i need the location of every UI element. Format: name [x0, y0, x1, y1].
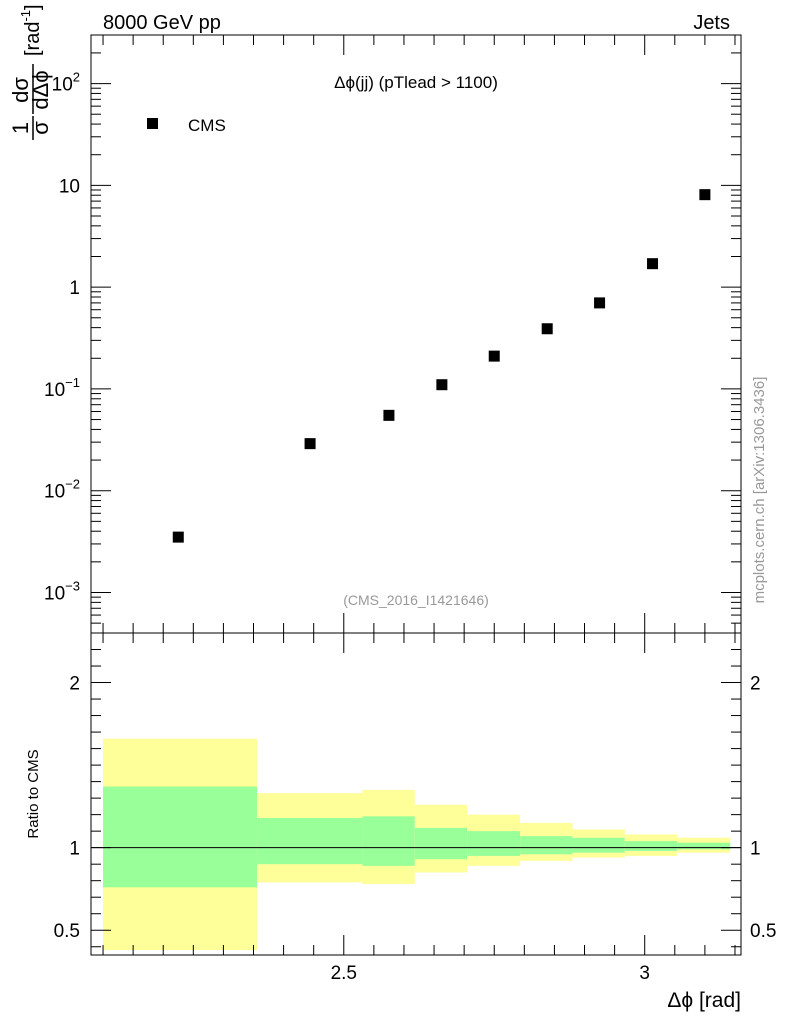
ylabel-fraction-dphi: dΔϕ — [28, 70, 53, 109]
data-point — [699, 189, 711, 201]
analysis-annotation: (CMS_2016_I1421646) — [343, 592, 489, 608]
header-right-label: Jets — [693, 12, 730, 34]
main-y-tick-labels: 10−3 10−2 10−1 1 10 102 — [44, 70, 80, 605]
inner-uncertainty-band — [677, 842, 731, 850]
legend-marker-cms — [147, 118, 158, 129]
inner-uncertainty-band — [362, 816, 415, 866]
main-y-axis-label: 1 σ dσ dΔϕ [rad-1] — [8, 4, 53, 140]
inner-uncertainty-band — [624, 841, 678, 851]
data-point — [488, 350, 500, 362]
ratio-y-axis-label: Ratio to CMS — [25, 749, 42, 838]
ratio-x-ticks — [102, 633, 736, 955]
x-tick-label: 2.5 — [331, 963, 357, 984]
ratio-y-ticks — [91, 632, 741, 948]
ratio-y-tick-label: 0.5 — [54, 921, 80, 942]
ratio-y-tick-label-right: 1 — [750, 839, 761, 860]
data-point — [436, 379, 448, 391]
ylabel-unit: [rad-1] — [18, 4, 44, 56]
legend-label-cms: CMS — [188, 116, 226, 135]
ratio-y-tick-label: 1 — [69, 839, 80, 860]
main-y-tick-label: 10−1 — [44, 375, 80, 401]
data-point — [304, 438, 316, 450]
ylabel-fraction-sigma: σ — [28, 121, 53, 135]
ratio-y-tick-label: 2 — [69, 674, 80, 695]
legend: CMS — [147, 116, 226, 135]
ratio-y-tick-label-right: 0.5 — [750, 921, 776, 942]
data-point — [172, 531, 184, 543]
x-axis-label: Δϕ [rad] — [667, 989, 741, 1012]
header-left-label: 8000 GeV pp — [103, 12, 221, 34]
main-y-tick-label: 102 — [52, 70, 80, 96]
ylabel-fraction-one: 1 — [8, 122, 33, 134]
ratio-x-tick-labels: 2.5 3 — [331, 963, 650, 984]
main-y-ticks — [91, 34, 741, 634]
ratio-panel-frame — [90, 632, 742, 956]
inner-uncertainty-band — [414, 827, 468, 860]
ratio-y-tick-label-right: 2 — [750, 674, 761, 695]
inner-uncertainty-band — [572, 837, 625, 853]
x-tick-label: 3 — [639, 963, 650, 984]
ratio-uncertainty-bands — [103, 738, 731, 951]
inner-uncertainty-band — [103, 786, 258, 888]
ratio-panel: 0.5 0.51 12 2 2.5 3 Ratio to CMS Δϕ [rad] — [25, 632, 777, 1012]
ratio-y-tick-labels: 0.5 0.5 1 1 2 2 — [54, 674, 777, 943]
main-y-tick-label: 10−3 — [44, 578, 80, 604]
main-y-tick-label: 1 — [69, 278, 80, 299]
inner-uncertainty-band — [467, 831, 521, 856]
ylabel-fraction-dsigma: dσ — [8, 77, 33, 103]
inner-uncertainty-band — [520, 836, 573, 855]
main-panel: 10−3 10−2 10−1 1 10 102 Δϕ(jj) (pTlead > 1100… — [8, 4, 742, 634]
cms-data-points — [172, 189, 711, 543]
data-point — [541, 323, 553, 335]
inner-uncertainty-band — [257, 817, 363, 865]
main-x-ticks — [102, 35, 736, 633]
main-y-tick-label: 10−2 — [44, 477, 80, 503]
data-point — [594, 297, 606, 309]
data-point — [647, 258, 659, 270]
side-credit-label: mcplots.cern.ch [arXiv:1306.3436] — [751, 377, 768, 604]
data-point — [383, 409, 395, 421]
main-title: Δϕ(jj) (pTlead > 1100) — [334, 73, 498, 92]
main-y-tick-label: 10 — [59, 176, 80, 197]
